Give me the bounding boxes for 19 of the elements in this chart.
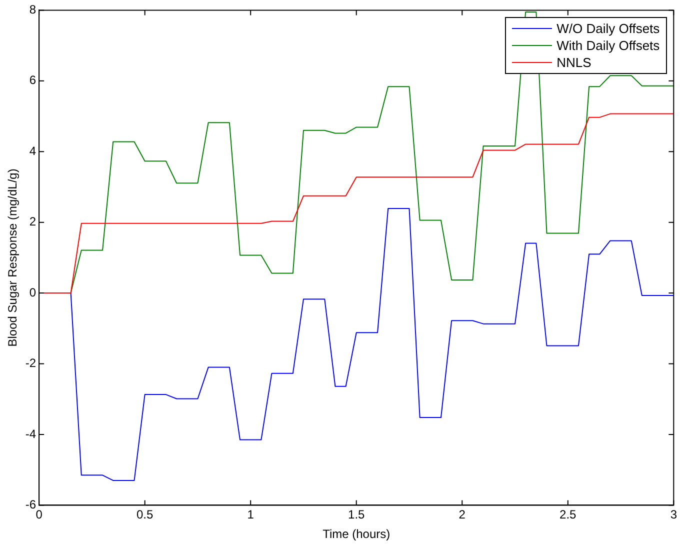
y-tick-label: 0 [29,285,36,300]
x-tick-label: 0.5 [136,508,154,522]
x-tick-label: 2.5 [560,508,577,522]
x-axis-title: Time (hours) [322,527,390,542]
y-axis-title: Blood Sugar Response (mg/dL/g) [6,168,20,347]
x-tick-label: 1 [247,508,254,522]
y-tick-label: -4 [25,426,36,441]
x-tick-label: 2 [458,508,466,522]
y-tick-label: 4 [29,144,36,158]
y-tick-label: -2 [25,356,36,370]
legend-label: W/O Daily Offsets [556,20,660,38]
y-tick-label: 8 [29,2,36,17]
x-tick-label: 1.5 [348,508,366,522]
x-tick-label: 3 [670,508,678,522]
y-tick-label: 6 [29,73,36,88]
legend-label: With Daily Offsets [556,37,660,54]
y-tick-label: -6 [25,498,36,512]
y-tick-label: 2 [29,214,36,229]
legend-label: NNLS [556,54,592,72]
